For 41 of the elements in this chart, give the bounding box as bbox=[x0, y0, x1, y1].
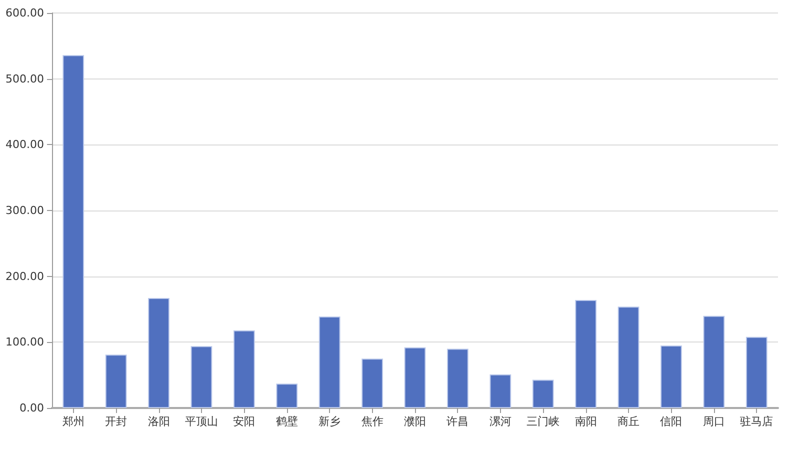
bar bbox=[318, 316, 340, 408]
x-tick-label: 焦作 bbox=[361, 415, 384, 428]
bar bbox=[276, 384, 298, 408]
bar bbox=[447, 348, 468, 408]
y-tick-label: 300.00 bbox=[6, 204, 44, 217]
y-tick-label: 100.00 bbox=[6, 336, 44, 349]
bar bbox=[234, 330, 255, 408]
x-tick-label: 郑州 bbox=[62, 415, 84, 428]
x-tick-label: 三门峡 bbox=[526, 415, 560, 428]
bar bbox=[404, 347, 426, 408]
bar bbox=[148, 298, 170, 408]
x-tick-label: 许昌 bbox=[446, 415, 469, 428]
x-tick-label: 信阳 bbox=[660, 415, 682, 428]
x-tick-label: 南阳 bbox=[574, 415, 597, 428]
x-tick-label: 周口 bbox=[702, 415, 725, 428]
bar bbox=[618, 306, 640, 408]
x-tick-label: 鹤壁 bbox=[276, 415, 298, 428]
y-tick-label: 400.00 bbox=[6, 138, 44, 152]
bar bbox=[190, 346, 212, 408]
x-tick-label: 驻马店 bbox=[740, 415, 774, 428]
y-tick-label: 200.00 bbox=[6, 270, 44, 283]
x-tick-label: 安阳 bbox=[233, 415, 256, 428]
x-tick-label: 商丘 bbox=[618, 415, 640, 428]
bar bbox=[62, 55, 84, 408]
bar bbox=[362, 358, 383, 408]
y-tick-label: 0.00 bbox=[20, 402, 44, 414]
y-tick-label: 500.00 bbox=[6, 72, 44, 86]
x-tick-label: 洛阳 bbox=[148, 415, 170, 428]
x-tick-label: 漯河 bbox=[489, 415, 512, 428]
x-tick-label: 开封 bbox=[105, 415, 128, 428]
bar bbox=[490, 374, 512, 408]
bar bbox=[703, 316, 725, 408]
bar bbox=[532, 380, 554, 408]
bar bbox=[746, 336, 768, 408]
y-tick-label: 600.00 bbox=[6, 6, 44, 20]
bar bbox=[660, 345, 682, 408]
bar bbox=[575, 300, 596, 408]
x-tick-label: 濮阳 bbox=[404, 415, 426, 428]
bar bbox=[105, 354, 127, 408]
x-tick-label: 新乡 bbox=[318, 415, 341, 428]
x-tick-label: 平顶山 bbox=[184, 415, 218, 428]
